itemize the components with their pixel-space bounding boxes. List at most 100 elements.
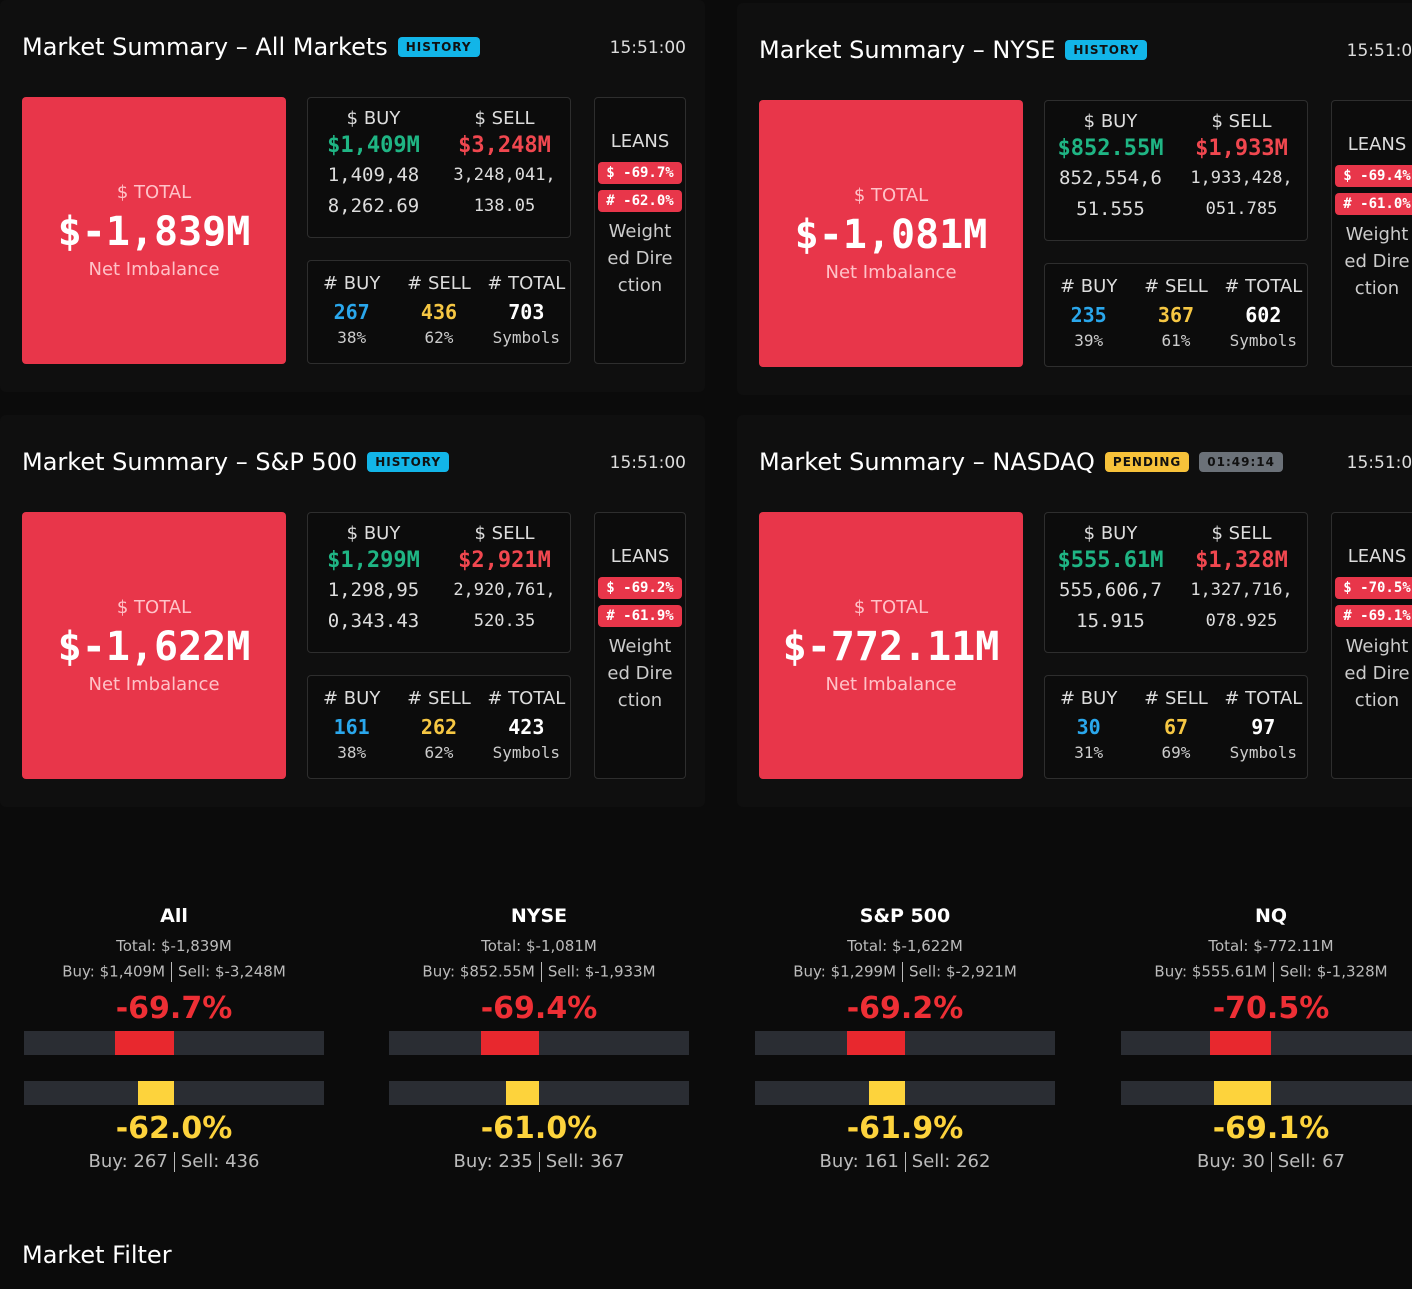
total-count-label: # TOTAL: [487, 273, 566, 294]
total-count-caption: Symbols: [492, 743, 561, 762]
buy-dollar-value: $1,299M: [327, 548, 420, 573]
separator: [538, 1152, 540, 1172]
total-count-value: 97: [1251, 715, 1276, 739]
total-caption: Net Imbalance: [825, 673, 957, 695]
total-card: $ TOTAL $-772.11M Net Imbalance: [759, 512, 1023, 779]
buy-count-value: 267: [333, 300, 370, 324]
total-card: $ TOTAL $-1,081M Net Imbalance: [759, 100, 1023, 367]
total-count-caption: Symbols: [1229, 743, 1298, 762]
total-value: $-1,839M: [57, 208, 251, 255]
separator: [171, 962, 173, 982]
gauge-total: Total: $-1,839M: [116, 937, 232, 955]
sell-dollar-label: $ SELL: [474, 108, 535, 129]
gauge-name: All: [160, 905, 188, 927]
leans-label: LEANS: [610, 131, 670, 152]
status-badge: PENDING: [1104, 452, 1190, 472]
gauge-counts: Buy: 30 Sell: 67: [1091, 1151, 1412, 1176]
count-pct: -69.1%: [1212, 1111, 1330, 1146]
summary-panel: Market Summary – S&P 500 HISTORY 15:51:00 $…: [0, 415, 705, 807]
sell-count-value: 436: [420, 300, 458, 324]
total-count-caption: Symbols: [492, 328, 561, 347]
bar-track: [389, 1031, 689, 1055]
sell-dollar-col: $ SELL $1,933M 1,933,428,051.785: [1176, 111, 1307, 240]
buy-count-label: # BUY: [323, 273, 381, 294]
bar-track: [389, 1081, 689, 1105]
bar-track: [24, 1081, 324, 1105]
sell-count: Sell: 436: [180, 1151, 260, 1172]
count-card: # BUY 267 38% # SELL 436 62% # TOTAL 703 Symbols: [307, 260, 571, 364]
gauge-dollars: Buy: $1,409M Sell: $-3,248M: [0, 962, 354, 987]
dollar-card: $ BUY $1,409M 1,409,488,262.69 $ SELL $3,248…: [307, 97, 571, 238]
total-label: $ TOTAL: [116, 181, 192, 203]
sell-dollar-raw: 1,327,716,078.925: [1190, 580, 1293, 631]
imbalance-bar: [847, 1031, 905, 1055]
buy-count-caption: 38%: [337, 328, 367, 347]
separator: [540, 962, 542, 982]
total-value: $-772.11M: [782, 623, 1000, 670]
sell-count-value: 67: [1163, 715, 1189, 739]
sell-dollar-label: $ SELL: [474, 523, 535, 544]
sell-dollar-value: $2,921M: [458, 548, 551, 573]
gauge-dollars: Buy: $852.55M Sell: $-1,933M: [359, 962, 719, 987]
timestamp: 15:51:00: [609, 453, 686, 473]
leans-caption: Weighted Direction: [1344, 224, 1410, 299]
total-label: $ TOTAL: [853, 184, 929, 206]
buy-count: Buy: 235: [453, 1151, 533, 1172]
buy-count-label: # BUY: [323, 688, 381, 709]
sell-dollars: Sell: $-3,248M: [178, 962, 286, 981]
total-count-value: 703: [508, 300, 545, 324]
total-value: $-1,622M: [57, 623, 251, 670]
buy-count-value: 30: [1076, 715, 1101, 739]
dollar-pct: -69.4%: [480, 991, 598, 1026]
sell-count-col: # SELL 67 69%: [1132, 688, 1219, 778]
total-card: $ TOTAL $-1,622M Net Imbalance: [22, 512, 286, 779]
buy-count: Buy: 161: [819, 1151, 899, 1172]
total-count-value: 423: [508, 715, 545, 739]
total-count-label: # TOTAL: [487, 688, 566, 709]
sell-count-caption: 69%: [1161, 743, 1191, 762]
count-pct: -62.0%: [115, 1111, 233, 1146]
leans-label: LEANS: [610, 546, 670, 567]
leans-card: LEANS $ -70.5% # -69.1% Weighted Direction: [1331, 512, 1412, 779]
total-count-label: # TOTAL: [1224, 688, 1303, 709]
gauge-counts: Buy: 267 Sell: 436: [0, 1151, 354, 1176]
buy-dollar-value: $555.61M: [1057, 548, 1164, 573]
panel-title: Market Summary – All Markets: [22, 33, 388, 61]
leans-caption: Weighted Direction: [607, 636, 673, 711]
buy-count-col: # BUY 235 39%: [1045, 276, 1132, 366]
gauge-total: Total: $-772.11M: [1208, 937, 1334, 955]
panel-title: Market Summary – NASDAQ: [759, 448, 1095, 476]
dollar-pct: -69.2%: [846, 991, 964, 1026]
buy-dollars: Buy: $555.61M: [1154, 962, 1267, 981]
buy-count-label: # BUY: [1060, 688, 1118, 709]
gauge-counts: Buy: 235 Sell: 367: [359, 1151, 719, 1176]
timestamp: 15:51:00: [1346, 453, 1412, 473]
sell-dollars: Sell: $-1,328M: [1279, 962, 1388, 981]
count-lean: # -62.0%: [598, 190, 682, 212]
imbalance-bar: [480, 1031, 539, 1055]
bar-track: [1121, 1081, 1412, 1105]
total-caption: Net Imbalance: [825, 261, 957, 283]
separator: [173, 1152, 175, 1172]
total-caption: Net Imbalance: [88, 673, 220, 695]
buy-dollars: Buy: $1,299M: [793, 962, 897, 981]
dollar-card: $ BUY $852.55M 852,554,651.555 $ SELL $1,933…: [1044, 100, 1308, 241]
panel-header: Market Summary – NYSE HISTORY: [759, 36, 1148, 64]
leans-card: LEANS $ -69.4% # -61.0% Weighted Direction: [1331, 100, 1412, 367]
sell-dollar-col: $ SELL $2,921M 2,920,761,520.35: [439, 523, 570, 652]
buy-count-col: # BUY 161 38%: [308, 688, 395, 778]
buy-count: Buy: 30: [1197, 1151, 1265, 1172]
leans-card: LEANS $ -69.7% # -62.0% Weighted Direction: [594, 97, 686, 364]
sell-count-label: # SELL: [407, 273, 471, 294]
sell-dollar-label: $ SELL: [1211, 111, 1272, 132]
sell-dollar-raw: 3,248,041,138.05: [453, 165, 556, 216]
gauge-name: NYSE: [510, 905, 568, 927]
sell-count: Sell: 367: [545, 1151, 625, 1172]
status-badge: HISTORY: [1065, 40, 1148, 60]
sell-count-col: # SELL 436 62%: [395, 273, 482, 363]
total-count-value: 602: [1245, 303, 1282, 327]
gauge-total: Total: $-1,622M: [847, 937, 963, 955]
timestamp: 15:51:00: [1346, 41, 1412, 61]
buy-count-value: 235: [1070, 303, 1107, 327]
total-count-label: # TOTAL: [1224, 276, 1303, 297]
